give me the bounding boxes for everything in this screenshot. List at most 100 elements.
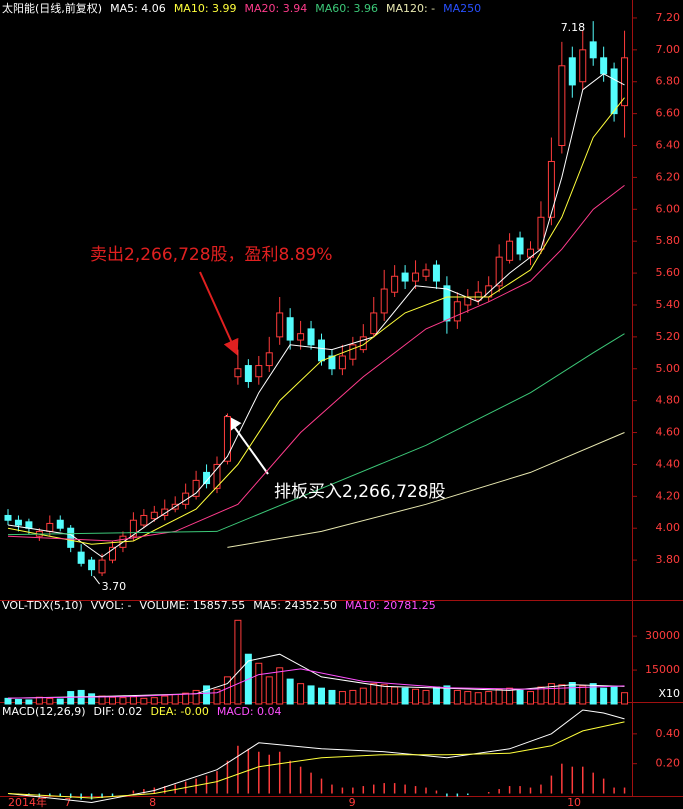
candle-body [182, 492, 190, 505]
y-tick-label: 4.20 [656, 489, 681, 502]
volume-bar [328, 689, 336, 705]
candle-body [328, 355, 336, 370]
legend-label: MA120: - [386, 2, 435, 15]
volume-bar [474, 692, 482, 705]
candle-body [380, 288, 388, 314]
volume-bar [140, 697, 148, 705]
indicator-line [7, 333, 625, 536]
volume-bar [4, 697, 12, 705]
y-tick-label: 6.00 [656, 202, 681, 215]
legend-label: VVOL: - [91, 599, 132, 612]
volume-bar [579, 685, 587, 705]
candle-body [579, 49, 587, 83]
candle-body [349, 344, 357, 360]
y-tick-label: 5.60 [656, 266, 681, 279]
indicator-line [7, 97, 625, 545]
annotation: 排板买入2,266,728股 [274, 482, 446, 502]
candle-body [67, 527, 75, 548]
y-tick-label: 30000 [645, 629, 680, 642]
candle-body [297, 333, 305, 341]
legend-label: MA20: 3.94 [245, 2, 308, 15]
volume-bar [495, 688, 503, 705]
legend-label: MACD(12,26,9) [2, 705, 86, 718]
y-tick-label: 5.20 [656, 330, 681, 343]
y-tick-label: 0.20 [656, 757, 681, 770]
legend-label: 太阳能(日线,前复权) [2, 1, 102, 15]
volume-bar [600, 687, 608, 705]
candle-body [161, 508, 169, 516]
volume-bar [568, 682, 576, 705]
candle-body [223, 416, 231, 462]
candle-body [610, 68, 618, 115]
volume-bar [401, 687, 409, 705]
legend-label: MA250 [443, 2, 481, 15]
volume-bar [506, 687, 514, 705]
volume-bar [422, 689, 430, 705]
volume-bar [203, 685, 211, 705]
candle-body [370, 312, 378, 335]
volume-bar [119, 697, 127, 705]
candle-body [14, 519, 22, 526]
volume-bar [527, 691, 534, 705]
candle-body [516, 237, 524, 255]
volume-bar [297, 683, 305, 705]
buy-arrow [225, 414, 269, 475]
candle-body [589, 41, 597, 59]
volume-bar [171, 694, 179, 705]
x-tick-label: 10 [567, 796, 581, 809]
x-tick-label: 9 [349, 796, 356, 809]
candle-body [453, 301, 461, 322]
volume-bar [547, 683, 555, 705]
legend-label: DIF: 0.02 [94, 705, 143, 718]
legend-label: VOLUME: 15857.55 [140, 599, 246, 612]
y-tick-label: 5.00 [656, 362, 681, 375]
legend-label: DEA: -0.00 [150, 705, 208, 718]
y-tick-label: 6.80 [656, 75, 681, 88]
candle-body [56, 519, 64, 529]
candle-body [432, 264, 440, 282]
volume-bar [46, 697, 54, 705]
candle-body [537, 216, 545, 250]
legend-label: MA5: 4.06 [110, 2, 166, 15]
volume-bar [25, 699, 33, 705]
y-tick-label: 4.80 [656, 394, 681, 407]
volume-bar [234, 619, 242, 705]
annotation: 7.18 [561, 21, 586, 34]
candle-body [4, 514, 12, 521]
candle-body [547, 160, 555, 218]
volume-bar [318, 687, 325, 705]
candle-body [568, 57, 576, 86]
volume-bar [338, 691, 346, 705]
volume-bar [453, 689, 461, 705]
volume-bar [150, 697, 158, 705]
y-tick-label: 4.00 [656, 521, 681, 534]
candle-body [46, 522, 54, 532]
volume-bar [265, 676, 273, 705]
volume-bar [109, 696, 116, 705]
sell-arrow [199, 271, 239, 356]
x-tick-label: 2014年 [8, 795, 47, 809]
candle-body [286, 317, 294, 341]
volume-bar [192, 689, 200, 705]
candle-body [77, 551, 85, 564]
volume-bar [129, 696, 137, 705]
indicator-line [227, 432, 625, 548]
volume-bar [432, 686, 440, 705]
volume-bar [223, 676, 231, 705]
x-tick-label: 7 [64, 796, 71, 809]
legend-label: MA10: 20781.25 [345, 599, 436, 612]
candle-body [318, 339, 325, 362]
volume-bar [56, 698, 64, 705]
volume-bar [359, 687, 367, 705]
legend-label: MACD: 0.04 [217, 705, 282, 718]
candle-body [506, 240, 514, 261]
volume-bar [412, 688, 420, 705]
candle-body [244, 365, 252, 383]
legend-label: MA5: 24352.50 [253, 599, 337, 612]
volume-bar [286, 678, 294, 705]
legend-label: VOL-TDX(5,10) [2, 599, 83, 612]
annotation: 3.70 [102, 580, 127, 593]
y-tick-label: 4.40 [656, 457, 681, 470]
scale-label: X10 [658, 687, 680, 700]
volume-bar [88, 693, 96, 705]
